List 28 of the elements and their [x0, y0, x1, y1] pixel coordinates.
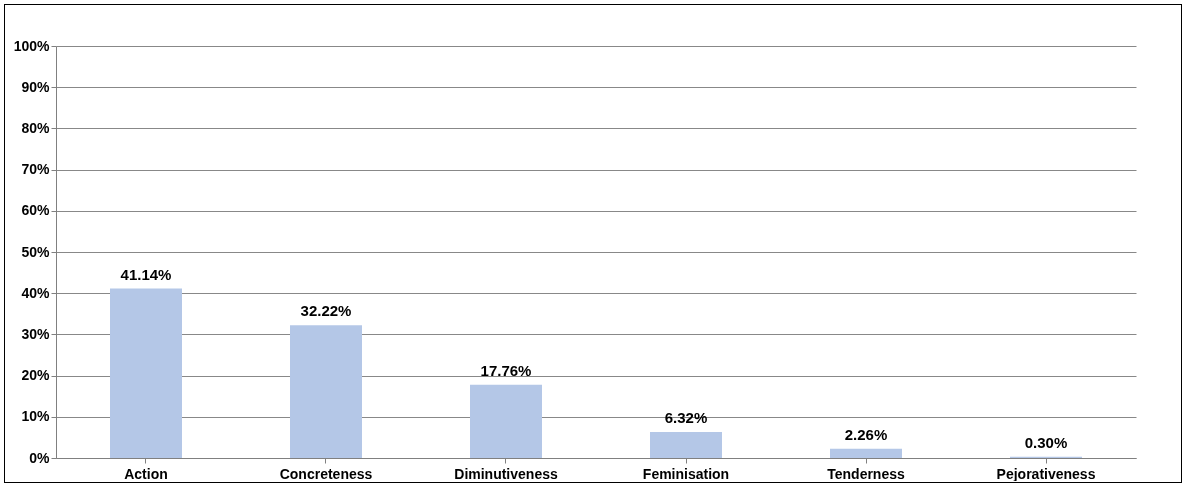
y-tick-label: 20%	[21, 367, 51, 384]
data-label: 2.26%	[844, 425, 888, 443]
y-tick-label: 90%	[21, 78, 51, 95]
bar	[470, 384, 542, 458]
y-tick-label: 70%	[21, 161, 51, 178]
y-tick-label: 50%	[21, 243, 51, 260]
data-label: 6.32%	[664, 408, 708, 426]
y-tick-label: 80%	[21, 119, 51, 136]
data-label: 17.76%	[480, 361, 532, 379]
data-label: 0.30%	[1024, 433, 1068, 451]
y-tick-label: 40%	[21, 284, 51, 301]
y-tick-label: 10%	[21, 408, 51, 425]
bar	[650, 431, 722, 458]
x-tick-label: Tenderness	[827, 465, 905, 482]
y-tick-label: 60%	[21, 202, 51, 219]
y-tick-label: 0%	[29, 449, 51, 466]
x-tick-label: Action	[124, 465, 168, 482]
data-label: 41.14%	[120, 265, 172, 283]
x-tick-label: Diminutiveness	[454, 465, 558, 482]
y-tick-label: 100%	[13, 37, 51, 54]
x-tick-label: Feminisation	[642, 465, 730, 482]
y-tick-label: 30%	[21, 325, 51, 342]
bar	[290, 325, 362, 458]
bar	[110, 288, 182, 458]
data-label: 32.22%	[300, 302, 352, 320]
bar	[830, 448, 902, 458]
x-tick-label: Concreteness	[279, 465, 373, 482]
x-tick-label: Pejorativeness	[996, 465, 1096, 482]
